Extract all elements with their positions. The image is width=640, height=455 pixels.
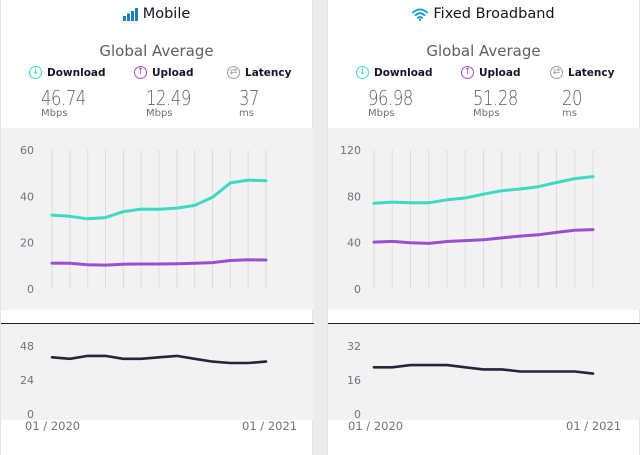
- upload-series-line: [372, 228, 595, 245]
- upload-label: Upload: [152, 66, 194, 79]
- mobile-speed-chart: 0 20 40 60: [1, 128, 314, 310]
- y-tick-label: 40: [347, 237, 361, 250]
- latency-unit: ms: [239, 108, 254, 119]
- y-tick-label: 0: [354, 283, 361, 296]
- upload-arrow-icon: ↑: [461, 66, 474, 79]
- download-series-line: [372, 175, 595, 205]
- panel-title: Fixed Broadband: [433, 6, 555, 22]
- download-arrow-icon: ↓: [29, 66, 42, 79]
- fixed-latency-chart: 0 16 32: [328, 323, 640, 420]
- download-unit: Mbps: [41, 108, 68, 119]
- panel-title: Mobile: [142, 6, 191, 22]
- fixed-header: Fixed Broadband: [328, 6, 639, 22]
- y-tick-label: 80: [347, 190, 361, 203]
- latency-value: 20: [562, 86, 583, 110]
- y-tick-label: 0: [27, 283, 34, 296]
- download-label: Download: [47, 66, 106, 79]
- download-label: Download: [374, 66, 433, 79]
- latency-metric: ⇄ Latency 20 ms: [550, 66, 615, 119]
- latency-gauge-icon: ⇄: [550, 66, 563, 79]
- y-tick-label: 32: [347, 340, 361, 353]
- latency-metric: ⇄ Latency 37 ms: [227, 66, 292, 119]
- global-average-title: Global Average: [426, 42, 541, 60]
- y-tick-label: 60: [20, 144, 34, 157]
- mobile-latency-chart: 0 24 48: [1, 323, 314, 420]
- latency-label: Latency: [245, 66, 292, 79]
- latency-unit: ms: [562, 108, 577, 119]
- chart-background: [1, 128, 314, 310]
- date-end-label: 01 / 2021: [242, 419, 298, 433]
- download-series-line: [50, 178, 268, 221]
- y-tick-label: 0: [354, 408, 361, 420]
- upload-metric: ↑ Upload 51.28 Mbps: [461, 66, 521, 119]
- chart-background: [328, 323, 640, 420]
- y-tick-label: 48: [20, 340, 34, 353]
- y-tick-label: 16: [347, 374, 361, 387]
- upload-unit: Mbps: [146, 108, 173, 119]
- upload-label: Upload: [479, 66, 521, 79]
- upload-series-line: [50, 258, 268, 267]
- download-metric: ↓ Download 46.74 Mbps: [29, 66, 106, 119]
- signal-bars-icon: [122, 7, 138, 21]
- latency-label: Latency: [568, 66, 615, 79]
- upload-unit: Mbps: [473, 108, 500, 119]
- upload-arrow-icon: ↑: [134, 66, 147, 79]
- y-tick-label: 40: [20, 190, 34, 203]
- upload-value: 51.28: [473, 86, 518, 110]
- date-start-label: 01 / 2020: [348, 419, 404, 433]
- mobile-panel: Mobile Global Average ↓ Download 46.74 M…: [0, 0, 314, 455]
- global-average-title: Global Average: [99, 42, 214, 60]
- download-value: 96.98: [368, 86, 413, 110]
- download-arrow-icon: ↓: [356, 66, 369, 79]
- date-end-label: 01 / 2021: [566, 419, 622, 433]
- chart-background: [1, 323, 314, 420]
- latency-series-line: [372, 363, 595, 375]
- latency-gauge-icon: ⇄: [227, 66, 240, 79]
- y-tick-label: 120: [340, 144, 361, 157]
- upload-metric: ↑ Upload 12.49 Mbps: [134, 66, 194, 119]
- download-metric: ↓ Download 96.98 Mbps: [356, 66, 433, 119]
- y-tick-label: 0: [27, 408, 34, 420]
- download-value: 46.74: [41, 86, 86, 110]
- y-tick-label: 20: [20, 237, 34, 250]
- date-start-label: 01 / 2020: [25, 419, 81, 433]
- fixed-broadband-panel: Fixed Broadband Global Average ↓ Downloa…: [327, 0, 640, 455]
- wifi-icon: [412, 8, 429, 21]
- y-tick-label: 24: [20, 374, 34, 387]
- upload-value: 12.49: [146, 86, 191, 110]
- download-unit: Mbps: [368, 108, 395, 119]
- latency-value: 37: [239, 86, 260, 110]
- latency-series-line: [50, 354, 268, 365]
- mobile-header: Mobile: [1, 6, 312, 22]
- fixed-speed-chart: 0 40 80 120: [328, 128, 640, 310]
